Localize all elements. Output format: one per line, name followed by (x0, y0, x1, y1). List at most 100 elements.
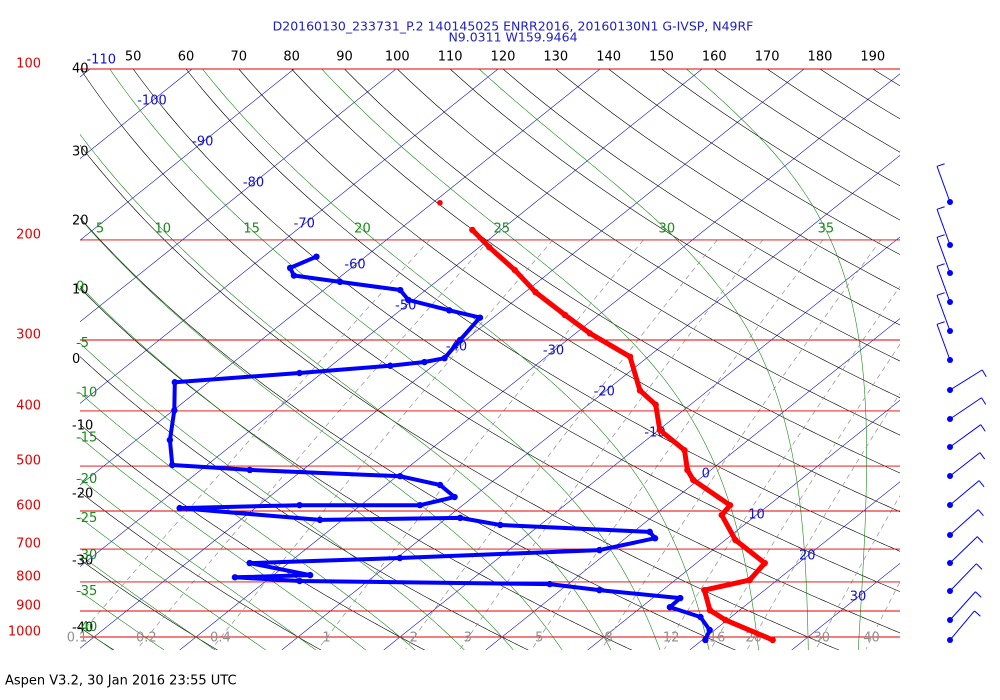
sounding-point (166, 436, 174, 444)
dry-adiabat-label: 100 (385, 50, 410, 65)
pressure-label: 500 (16, 454, 41, 469)
sounding-point (656, 426, 664, 434)
dry-adiabat-label: 0 (72, 352, 80, 367)
sounding-point (336, 278, 344, 286)
mixing-ratio-label: 0.1 (67, 631, 88, 646)
dry-adiabat (80, 424, 426, 650)
mixing-ratio-line (710, 343, 900, 650)
sounding-point (396, 286, 404, 294)
barb-station (947, 588, 953, 594)
isotherm-label: 0 (702, 467, 710, 482)
sounding-point (316, 516, 324, 524)
dry-adiabat-label: 170 (755, 50, 780, 65)
dry-adiabat (80, 144, 840, 650)
sounding-point (169, 461, 176, 469)
barb-flag (980, 424, 986, 432)
sounding-point (476, 314, 484, 321)
isotherm-label: 30 (850, 590, 867, 605)
wind-barb (936, 206, 953, 248)
moist-adiabat (80, 478, 317, 650)
sounding-point (726, 501, 734, 509)
moist-adiabat-label: -15 (76, 430, 97, 445)
mixing-ratio-label: 1 (322, 631, 330, 646)
moist-adiabat (686, 69, 867, 650)
dry-adiabat-label: 20 (72, 213, 89, 228)
sounding-point (396, 472, 404, 480)
pressure-label: 200 (16, 227, 41, 242)
sounding-point (732, 536, 739, 544)
isotherm (80, 69, 295, 241)
sounding-point (176, 504, 183, 512)
sounding-point (586, 330, 594, 337)
dry-adiabat-label: 160 (702, 50, 727, 65)
sounding-trace (469, 227, 776, 643)
barb-staff (936, 209, 951, 246)
mixing-ratio-label: 3 (464, 631, 472, 646)
isotherm-label: -70 (294, 217, 315, 232)
sounding-point (446, 307, 453, 314)
sounding-point (290, 272, 298, 279)
wind-barb (947, 369, 987, 393)
barb-flag (976, 563, 983, 570)
dry-adiabat-label: 30 (72, 145, 89, 160)
mixing-ratio-line (601, 239, 881, 650)
moist-adiabat (80, 218, 563, 650)
dry-adiabat-label: 90 (336, 50, 353, 65)
isotherm (80, 69, 397, 323)
mixing-ratio-label: 8 (604, 631, 612, 646)
moist-adiabat (80, 133, 612, 650)
mixing-ratio-label: 0.2 (136, 631, 157, 646)
isotherm-label: 10 (748, 508, 765, 523)
mixing-ratio-label: 2 (410, 631, 418, 646)
sounding-point (497, 521, 504, 529)
dry-adiabat (80, 356, 529, 650)
wind-barb (936, 263, 953, 305)
moist-adiabat (202, 69, 710, 650)
chart-subtitle: N9.0311 W159.9464 (448, 30, 577, 45)
wind-barb (947, 509, 984, 538)
barb-staff (949, 591, 976, 621)
wind-barb (947, 424, 986, 450)
mixing-ratio-line (531, 239, 824, 650)
moist-adiabat-label: -40 (76, 620, 97, 635)
barb-staff (936, 237, 951, 274)
sounding-point (436, 481, 444, 489)
dry-adiabat-label: -10 (72, 418, 93, 433)
barb-staff (949, 424, 982, 448)
moist-adiabat (478, 69, 809, 650)
dry-adiabat-label: 140 (596, 50, 621, 65)
dry-adiabat (397, 69, 900, 399)
mixing-ratio-line (405, 239, 718, 650)
mixing-ratio-line (815, 495, 900, 650)
barb-flag (977, 509, 984, 516)
barb-staff (949, 452, 981, 477)
barb-station (947, 444, 953, 450)
sounding-point (456, 514, 464, 522)
sounding-point (387, 362, 394, 369)
dry-adiabat-label: 120 (491, 50, 516, 65)
dry-adiabat (449, 69, 900, 362)
barb-staff (936, 266, 951, 303)
dry-adiabat-label: 40 (72, 62, 89, 77)
dry-adiabat (185, 69, 900, 552)
barb-staff (949, 610, 975, 641)
sounding-point (171, 407, 178, 414)
barb-flag (936, 163, 945, 167)
dry-adiabat-label: 70 (231, 50, 248, 65)
sounding-point (246, 466, 253, 474)
wind-barb (936, 292, 953, 334)
mixing-ratio-line (136, 239, 490, 650)
dry-adiabat (80, 491, 322, 650)
barb-flag (978, 480, 985, 488)
sounding-point (652, 401, 659, 408)
pressure-label: 600 (16, 498, 41, 513)
dry-adiabat-label: 10 (72, 283, 89, 298)
sounding-point (561, 311, 569, 319)
wind-barb (947, 563, 983, 594)
barb-flag (936, 206, 945, 210)
pressure-label: 1000 (8, 625, 41, 640)
barb-flag (976, 536, 984, 543)
barb-station (947, 416, 953, 422)
sounding-point (456, 336, 464, 344)
sounding-point (626, 353, 634, 360)
